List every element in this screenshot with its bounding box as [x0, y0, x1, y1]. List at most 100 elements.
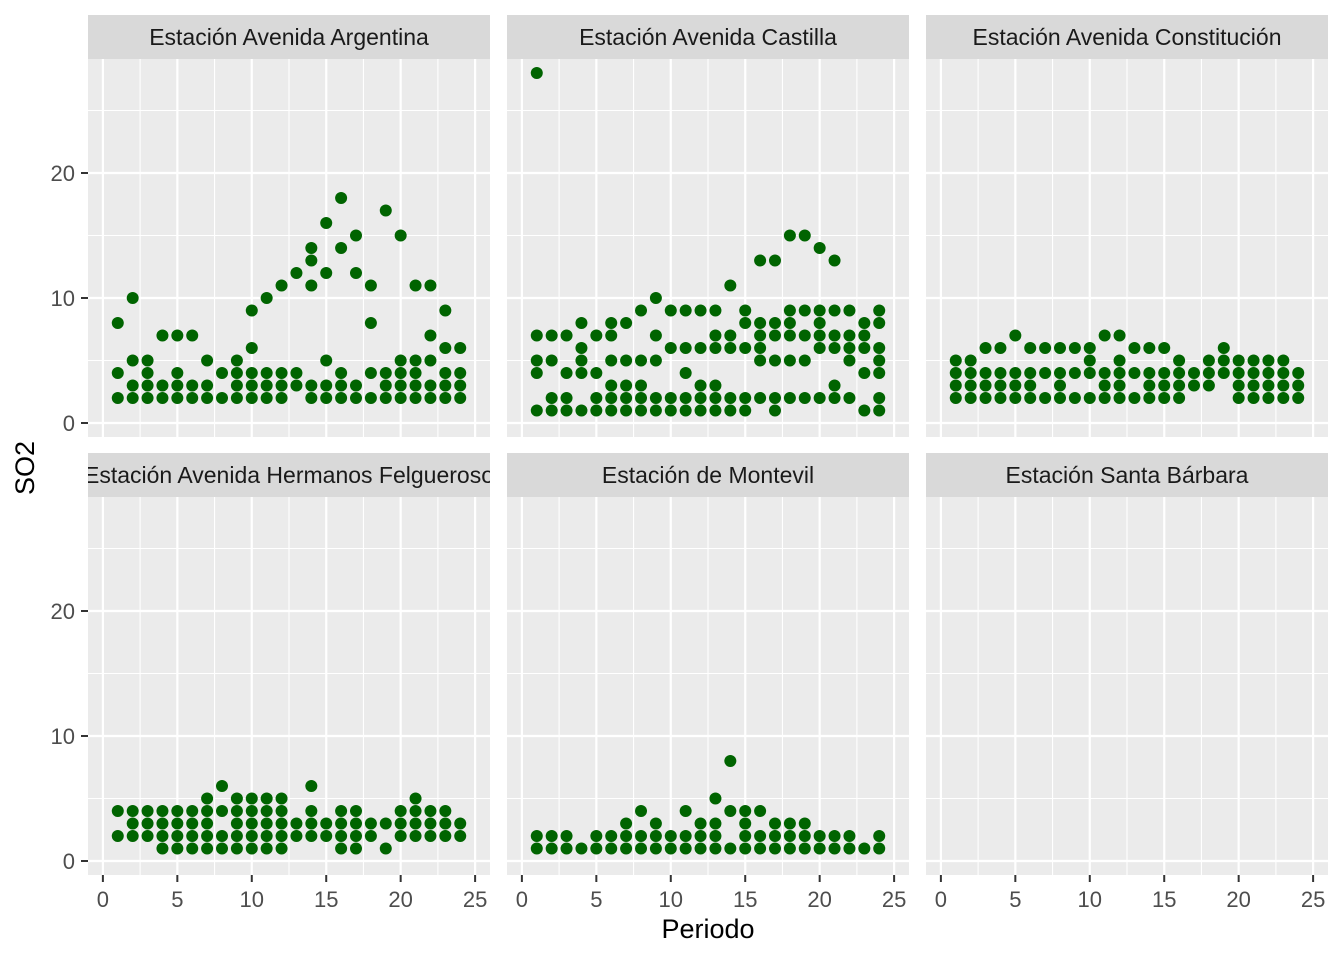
data-point	[605, 842, 618, 855]
x-tick-label: 20	[1226, 887, 1250, 912]
x-axis-title: Periodo	[661, 914, 754, 944]
data-point	[843, 354, 856, 367]
facet-gridlines	[88, 59, 490, 437]
data-point	[141, 367, 154, 379]
data-point	[186, 805, 199, 817]
data-point	[530, 842, 543, 855]
data-point	[694, 404, 707, 417]
data-point	[201, 392, 214, 404]
data-point	[394, 392, 407, 404]
data-point	[275, 842, 288, 855]
data-point	[1143, 367, 1156, 379]
data-point	[409, 354, 422, 367]
data-point	[171, 805, 184, 817]
data-point	[1247, 392, 1260, 404]
data-point	[1054, 342, 1066, 354]
data-point	[126, 805, 139, 817]
data-point	[635, 842, 647, 855]
data-point	[364, 392, 377, 404]
data-point	[724, 342, 737, 354]
data-point	[635, 830, 647, 842]
facet-gridlines	[926, 59, 1328, 437]
data-point	[1143, 342, 1156, 354]
data-point	[709, 342, 722, 354]
data-point	[739, 817, 752, 830]
data-point	[664, 392, 677, 404]
data-point	[335, 805, 348, 817]
data-point	[739, 392, 752, 404]
y-tick-label: 10	[51, 286, 75, 311]
data-point	[1158, 392, 1171, 404]
x-tick-label: 0	[516, 887, 528, 912]
data-point	[530, 329, 543, 342]
data-point	[1128, 367, 1141, 379]
x-tick-label: 15	[1152, 887, 1176, 912]
data-point	[664, 830, 677, 842]
data-point	[1277, 392, 1290, 404]
facet-points	[111, 780, 467, 855]
data-point	[754, 392, 767, 404]
data-point	[350, 229, 362, 242]
data-point	[201, 842, 214, 855]
data-point	[1083, 367, 1096, 379]
data-point	[394, 830, 407, 842]
data-point	[1262, 392, 1275, 404]
data-point	[394, 817, 407, 830]
data-point	[126, 392, 139, 404]
data-point	[828, 304, 841, 317]
data-point	[350, 830, 362, 842]
data-point	[813, 342, 826, 354]
data-point	[739, 404, 752, 417]
data-point	[979, 379, 992, 392]
data-point	[709, 830, 722, 842]
data-point	[843, 830, 856, 842]
x-tick-label: 20	[807, 887, 831, 912]
data-point	[230, 392, 243, 404]
data-point	[1098, 392, 1111, 404]
data-point	[828, 842, 841, 855]
data-point	[439, 392, 452, 404]
data-point	[424, 805, 437, 817]
data-point	[754, 354, 767, 367]
data-point	[949, 354, 962, 367]
data-point	[320, 379, 333, 392]
data-point	[201, 830, 214, 842]
data-point	[739, 317, 752, 329]
data-point	[379, 392, 392, 404]
data-point	[739, 842, 752, 855]
data-point	[754, 317, 767, 329]
data-point	[1113, 329, 1126, 342]
facet-panel: Estación Avenida Argentina	[88, 15, 490, 437]
data-point	[994, 379, 1007, 392]
data-point	[350, 842, 362, 855]
data-point	[843, 329, 856, 342]
data-point	[590, 367, 603, 379]
data-point	[275, 367, 288, 379]
data-point	[739, 342, 752, 354]
data-point	[111, 367, 124, 379]
data-point	[590, 392, 603, 404]
data-point	[424, 830, 437, 842]
data-point	[230, 830, 243, 842]
data-point	[724, 842, 737, 855]
data-point	[754, 830, 767, 842]
data-point	[454, 830, 467, 842]
data-point	[545, 830, 558, 842]
data-point	[709, 404, 722, 417]
data-point	[171, 842, 184, 855]
data-point	[335, 242, 348, 254]
facet-points	[530, 755, 886, 855]
data-point	[439, 304, 452, 317]
data-point	[290, 267, 303, 279]
data-point	[1024, 392, 1037, 404]
data-point	[126, 830, 139, 842]
data-point	[754, 329, 767, 342]
data-point	[186, 329, 199, 342]
data-point	[305, 780, 318, 792]
data-point	[1039, 342, 1052, 354]
data-point	[828, 342, 841, 354]
data-point	[424, 817, 437, 830]
data-point	[724, 805, 737, 817]
data-point	[364, 317, 377, 329]
data-point	[230, 842, 243, 855]
